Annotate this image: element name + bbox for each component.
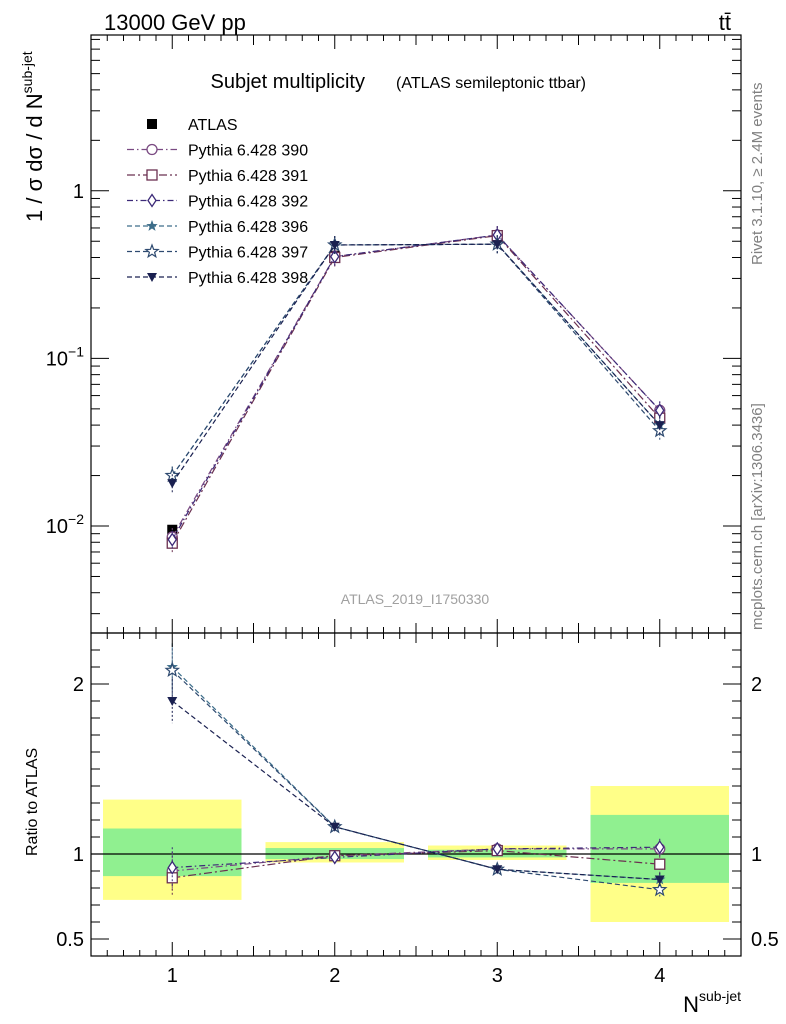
x-tick-label: 2 xyxy=(329,965,340,987)
ratio-series-pythia-6-428-392 xyxy=(167,838,665,888)
rivet-label: Rivet 3.1.10, ≥ 2.4M events xyxy=(749,83,766,266)
series-line-pythia-6-428-391 xyxy=(171,234,661,544)
main-axis-ticks: 1 10−1 10−2 xyxy=(46,35,741,633)
series-line-pythia-6-428-398 xyxy=(171,243,661,484)
legend-label: Pythia 6.428 392 xyxy=(188,194,308,211)
data-point xyxy=(329,240,340,250)
x-tick-label: 4 xyxy=(654,965,665,987)
data-point xyxy=(492,240,503,250)
xlabel-sup: sub-jet xyxy=(699,988,741,1004)
ratio-line-pythia-6-428-392 xyxy=(172,846,660,869)
legend-label: Pythia 6.428 397 xyxy=(188,245,308,262)
ratio-y-tick-label-right: 0.5 xyxy=(751,929,779,951)
ratio-line-pythia-6-428-397 xyxy=(171,669,660,891)
legend-marker xyxy=(146,169,158,181)
series-line-pythia-6-428-392 xyxy=(171,234,661,540)
data-point xyxy=(167,532,178,547)
data-point xyxy=(167,479,178,489)
main-ylabel-text: 1 / σ dσ / d N xyxy=(22,93,47,222)
main-title: Subjet multiplicity xyxy=(210,71,365,93)
ratio-y-tick-label: 1 xyxy=(73,844,84,866)
ratio-point xyxy=(164,662,181,678)
legend-label: Pythia 6.428 391 xyxy=(188,168,308,185)
ratio-line-pythia-6-428-390 xyxy=(172,848,660,872)
ratio-y-tick-label: 0.5 xyxy=(56,929,84,951)
ratio-point xyxy=(167,860,178,875)
legend-item-pythia-6-428-390: Pythia 6.428 390 xyxy=(127,143,308,160)
ratio-point xyxy=(654,858,666,870)
xlabel-text: N xyxy=(683,992,699,1017)
header-right: tt̄ xyxy=(719,10,731,35)
ratio-point xyxy=(329,850,340,865)
legend-item-pythia-6-428-391: Pythia 6.428 391 xyxy=(127,168,308,185)
ratio-point xyxy=(492,841,503,857)
legend-item-pythia-6-428-392: Pythia 6.428 392 xyxy=(127,193,308,211)
legend-label: Pythia 6.428 390 xyxy=(188,143,308,160)
legend-label: ATLAS xyxy=(188,117,238,134)
legend-marker xyxy=(147,193,157,208)
ratio-ylabel: Ratio to ATLAS xyxy=(24,748,41,856)
xlabel: Nsub-jet xyxy=(683,988,741,1017)
mcplots-label: mcplots.cern.ch [arXiv:1306.3436] xyxy=(749,403,766,630)
ratio-y-tick-label-right: 1 xyxy=(751,844,762,866)
ratio-point xyxy=(329,822,340,832)
ratio-line-pythia-6-428-398 xyxy=(171,700,660,881)
legend-marker xyxy=(144,243,160,259)
legend-marker xyxy=(147,273,157,282)
legend-marker xyxy=(146,220,158,231)
ratio-panel: 0.5 0.5 1 1 2 2 1 2 3 4 Ratio to ATLAS Nsub-jet xyxy=(24,632,779,1017)
ratio-point xyxy=(654,840,665,855)
series-pythia-6-428-398 xyxy=(167,235,665,493)
x-tick-label: 1 xyxy=(167,965,178,987)
main-ylabel-sup: sub-jet xyxy=(19,51,35,93)
ratio-point xyxy=(651,881,668,897)
series-pythia-6-428-392 xyxy=(167,225,665,549)
main-ylabel-group: 1 / σ dσ / d Nsub-jet xyxy=(19,51,47,222)
legend-item-pythia-6-428-397: Pythia 6.428 397 xyxy=(127,243,308,262)
y-tick-label: 10−1 xyxy=(46,343,84,370)
ratio-y-tick-label: 2 xyxy=(73,674,84,696)
data-point xyxy=(654,421,665,431)
ratio-line-pythia-6-428-396 xyxy=(171,666,660,881)
main-panel: 1 10−1 10−2 Subjet multiplicity (ATLAS sem… xyxy=(19,34,742,634)
legend-item-atlas: ATLAS xyxy=(147,117,238,134)
ratio-point xyxy=(654,875,665,885)
main-ylabel: 1 / σ dσ / d Nsub-jet xyxy=(19,51,47,222)
header-left: 13000 GeV pp xyxy=(104,10,246,35)
ratio-axis-ticks: 0.5 0.5 1 1 2 2 1 2 3 4 xyxy=(56,633,779,987)
ratio-point xyxy=(492,865,503,875)
ratio-series-pythia-6-428-390 xyxy=(166,842,666,890)
y-tick-label: 1 xyxy=(73,181,84,203)
legend-item-pythia-6-428-396: Pythia 6.428 396 xyxy=(127,219,308,236)
main-subtitle: (ATLAS semileptonic ttbar) xyxy=(396,75,586,92)
legend-marker xyxy=(146,143,158,156)
y-tick-label: 10−2 xyxy=(46,511,84,538)
ratio-series-pythia-6-428-398 xyxy=(167,678,665,887)
legend: ATLAS Pythia 6.428 390 Pythia 6.428 391 Pyt… xyxy=(127,117,308,287)
data-point xyxy=(329,249,340,264)
watermark: ATLAS_2019_I1750330 xyxy=(341,591,490,607)
ratio-point xyxy=(167,697,178,706)
legend-label: Pythia 6.428 396 xyxy=(188,219,308,236)
legend-marker xyxy=(147,119,157,129)
legend-label: Pythia 6.428 398 xyxy=(188,270,308,287)
ratio-y-tick-label-right: 2 xyxy=(751,674,762,696)
x-tick-label: 3 xyxy=(492,965,503,987)
legend-item-pythia-6-428-398: Pythia 6.428 398 xyxy=(127,270,308,287)
